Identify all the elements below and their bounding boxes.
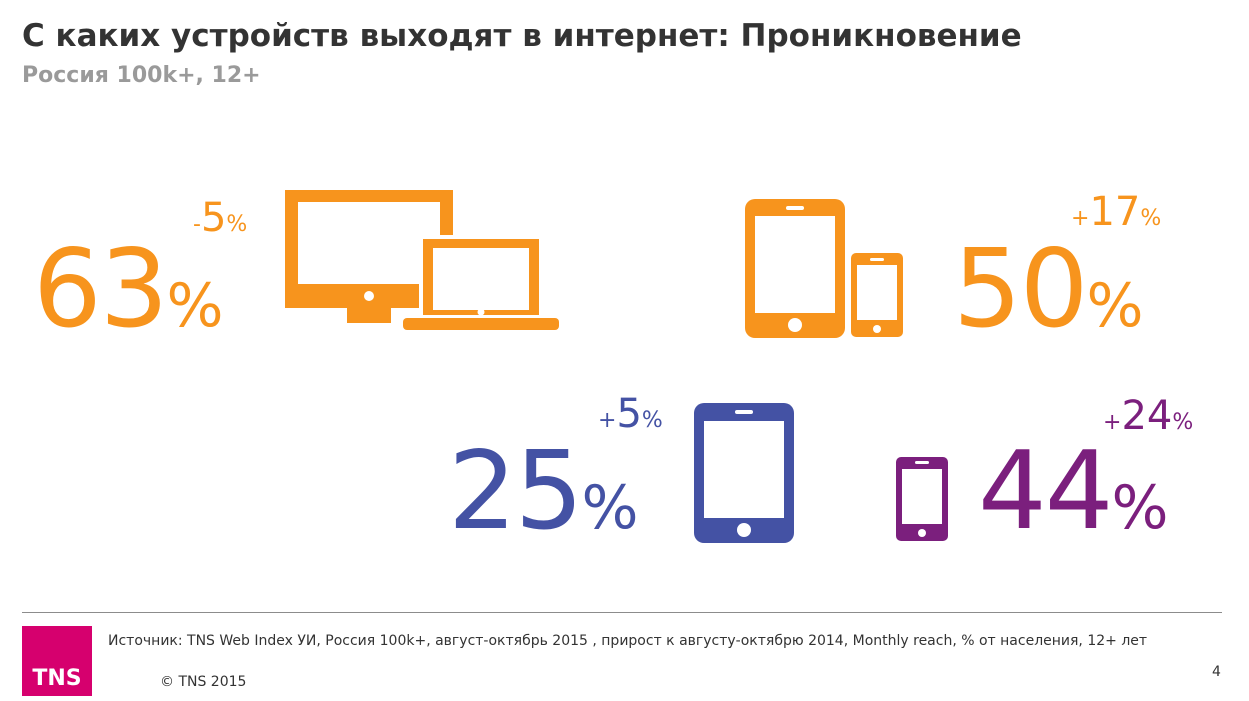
stat-smartphone: 44%	[978, 438, 1168, 546]
desktop-laptop-icon	[285, 190, 559, 331]
stat-tablet-phone: 50%	[953, 236, 1143, 344]
stat-smartphone-unit: %	[1111, 473, 1169, 543]
delta-desktop-laptop-value: 5	[200, 195, 227, 241]
slide-subtitle: Россия 100k+, 12+	[22, 63, 261, 88]
delta-desktop-laptop-sign: -	[193, 212, 201, 237]
stat-desktop-laptop-value: 63	[33, 227, 168, 352]
stat-smartphone-value: 44	[978, 429, 1113, 554]
footer-divider	[22, 612, 1222, 613]
tablet-icon	[694, 403, 794, 543]
delta-tablet-phone-unit: %	[1140, 206, 1162, 231]
slide-title: С каких устройств выходят в интернет: Пр…	[22, 18, 1022, 54]
stat-tablet-phone-unit: %	[1086, 271, 1144, 341]
copyright: © TNS 2015	[160, 674, 247, 690]
delta-smartphone: +24%	[1103, 396, 1193, 436]
delta-desktop-laptop: -5%	[193, 198, 247, 238]
tablet-phone-icon	[745, 199, 905, 338]
stat-desktop-laptop-unit: %	[166, 271, 224, 341]
delta-tablet-sign: +	[598, 408, 617, 433]
delta-tablet-unit: %	[641, 408, 663, 433]
tns-logo-text: TNS	[32, 666, 82, 691]
delta-tablet-phone-sign: +	[1071, 206, 1090, 231]
stat-desktop-laptop: 63%	[33, 236, 223, 344]
delta-smartphone-unit: %	[1172, 410, 1194, 435]
delta-desktop-laptop-unit: %	[226, 212, 248, 237]
delta-tablet-phone-value: 17	[1089, 189, 1141, 235]
stat-tablet-phone-value: 50	[953, 227, 1088, 352]
stat-tablet-value: 25	[448, 429, 583, 554]
delta-tablet-phone: +17%	[1071, 192, 1161, 232]
stat-tablet-unit: %	[581, 473, 639, 543]
delta-tablet-value: 5	[616, 391, 642, 437]
page-number: 4	[1212, 664, 1221, 680]
source-note: Источник: TNS Web Index УИ, Россия 100k+…	[108, 633, 1148, 649]
smartphone-icon	[896, 457, 948, 541]
stat-tablet: 25%	[448, 438, 638, 546]
delta-smartphone-sign: +	[1103, 410, 1122, 435]
tns-logo: TNS	[22, 626, 92, 696]
delta-smartphone-value: 24	[1121, 393, 1173, 439]
delta-tablet: +5%	[598, 394, 663, 434]
